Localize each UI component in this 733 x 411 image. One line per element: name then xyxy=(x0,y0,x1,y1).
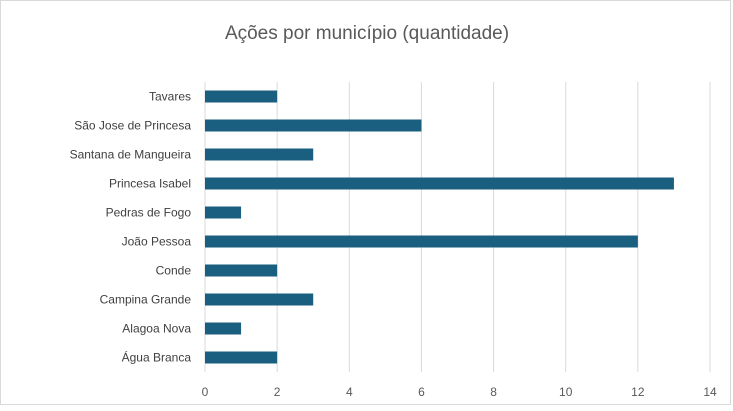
bar--gua-branca xyxy=(205,351,278,364)
chart-title: Ações por município (quantidade) xyxy=(225,23,509,44)
bar-jo-o-pessoa xyxy=(205,235,638,248)
category-label: Tavares xyxy=(149,90,191,104)
category-label: Princesa Isabel xyxy=(109,177,191,191)
category-label: Pedras de Fogo xyxy=(106,206,192,220)
category-label: São Jose de Princesa xyxy=(74,119,191,133)
bar-tavares xyxy=(205,90,278,103)
x-tick-label: 6 xyxy=(418,385,425,399)
category-label: Alagoa Nova xyxy=(122,322,191,336)
x-tick-label: 14 xyxy=(703,385,717,399)
category-label: Santana de Mangueira xyxy=(70,148,192,162)
bar-conde xyxy=(205,264,278,277)
category-label: Conde xyxy=(156,264,192,278)
x-tick-label: 8 xyxy=(490,385,497,399)
bar-princesa-isabel xyxy=(205,177,674,190)
x-tick-label: 4 xyxy=(346,385,353,399)
category-label: Água Branca xyxy=(122,350,192,365)
x-tick-label: 12 xyxy=(631,385,645,399)
x-tick-label: 0 xyxy=(202,385,209,399)
bar-s-o-jose-de-princesa xyxy=(205,119,422,132)
x-tick-label: 2 xyxy=(274,385,281,399)
category-label: Campina Grande xyxy=(100,293,192,307)
x-tick-label: 10 xyxy=(559,385,573,399)
bar-alagoa-nova xyxy=(205,322,242,335)
bar-santana-de-mangueira xyxy=(205,148,314,161)
bar-pedras-de-fogo xyxy=(205,206,242,219)
category-label: João Pessoa xyxy=(122,235,192,249)
bar-campina-grande xyxy=(205,293,314,306)
